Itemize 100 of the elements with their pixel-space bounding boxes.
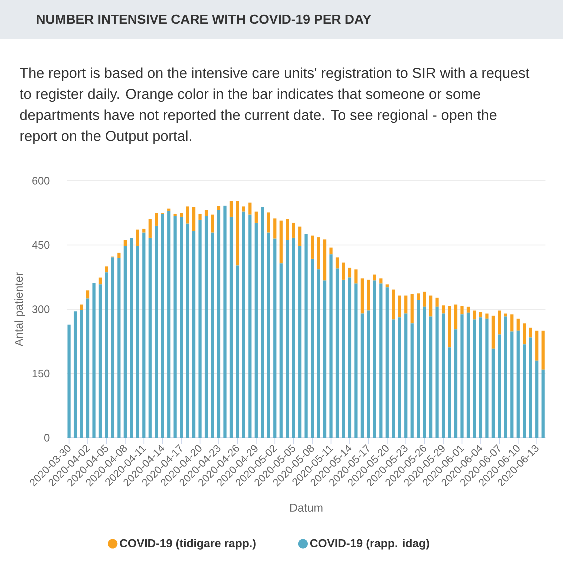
bar bbox=[86, 298, 90, 438]
bar bbox=[310, 258, 314, 438]
bar bbox=[348, 268, 352, 278]
bar bbox=[342, 280, 346, 438]
x-axis-title: Datum bbox=[290, 504, 323, 512]
bar bbox=[404, 314, 408, 438]
bar bbox=[492, 348, 495, 438]
bar bbox=[148, 219, 152, 238]
bar bbox=[386, 288, 389, 438]
bar bbox=[529, 328, 532, 338]
bar bbox=[466, 312, 470, 438]
bar bbox=[367, 280, 370, 311]
bar bbox=[442, 306, 446, 314]
bar bbox=[410, 324, 414, 438]
bar bbox=[98, 284, 102, 438]
y-tick-label: 150 bbox=[32, 370, 50, 378]
bar bbox=[242, 206, 246, 212]
bar bbox=[542, 330, 545, 370]
bar bbox=[498, 334, 502, 438]
bar bbox=[542, 370, 545, 438]
bar bbox=[454, 330, 458, 438]
bar bbox=[404, 296, 408, 314]
bar bbox=[423, 292, 426, 307]
bar bbox=[448, 348, 452, 438]
bar bbox=[274, 238, 277, 438]
bar bbox=[442, 314, 446, 438]
bar bbox=[68, 324, 71, 438]
bar bbox=[292, 238, 296, 438]
bar bbox=[336, 268, 340, 438]
bar bbox=[267, 212, 270, 233]
bar bbox=[536, 360, 539, 438]
bar bbox=[298, 226, 302, 247]
bar bbox=[380, 278, 383, 284]
bar bbox=[430, 296, 433, 317]
bar bbox=[280, 264, 283, 438]
bar bbox=[360, 278, 364, 314]
bar bbox=[336, 258, 340, 269]
bar bbox=[148, 238, 152, 438]
bar bbox=[460, 306, 464, 315]
bar bbox=[204, 216, 208, 438]
y-tick-label: 300 bbox=[32, 306, 50, 314]
bar bbox=[392, 290, 396, 320]
bar bbox=[430, 316, 433, 438]
bar bbox=[367, 310, 370, 438]
bar bbox=[111, 258, 115, 438]
bar bbox=[304, 234, 308, 438]
bar bbox=[174, 216, 177, 438]
bar bbox=[386, 284, 389, 288]
bar bbox=[236, 201, 240, 266]
bar bbox=[398, 296, 402, 318]
bar bbox=[267, 232, 270, 438]
bar bbox=[510, 332, 514, 438]
y-tick-label: 600 bbox=[32, 177, 50, 185]
chart-title: NUMBER INTENSIVE CARE WITH COVID-19 PER DAY bbox=[37, 14, 372, 24]
bar bbox=[410, 294, 414, 324]
bar bbox=[236, 266, 240, 438]
bar bbox=[380, 284, 383, 438]
bar bbox=[161, 214, 164, 438]
bar bbox=[460, 314, 464, 438]
bar bbox=[211, 232, 214, 438]
bar bbox=[454, 304, 458, 330]
bar bbox=[317, 238, 320, 270]
bar bbox=[498, 310, 502, 335]
bar bbox=[254, 212, 258, 223]
bar bbox=[448, 306, 452, 348]
bar bbox=[392, 320, 396, 438]
bar bbox=[479, 312, 483, 318]
bar bbox=[330, 254, 333, 438]
bar bbox=[254, 222, 258, 438]
bar bbox=[248, 202, 252, 215]
bar bbox=[504, 314, 508, 317]
bar bbox=[492, 316, 495, 349]
bar bbox=[136, 246, 140, 438]
bar bbox=[523, 344, 526, 438]
bar bbox=[105, 266, 108, 273]
bar bbox=[98, 278, 102, 285]
bar bbox=[192, 231, 196, 438]
bar bbox=[298, 246, 302, 438]
bar bbox=[242, 212, 246, 438]
bar bbox=[466, 306, 470, 313]
bar bbox=[142, 228, 146, 233]
bar bbox=[86, 290, 90, 299]
bar bbox=[510, 314, 514, 332]
bar bbox=[310, 236, 314, 259]
bar bbox=[479, 318, 483, 438]
bar bbox=[286, 240, 290, 438]
bar bbox=[155, 213, 158, 226]
bar bbox=[204, 210, 208, 216]
bar bbox=[230, 201, 234, 217]
bar bbox=[516, 318, 520, 331]
bar bbox=[360, 314, 364, 438]
bar bbox=[186, 224, 190, 438]
bar bbox=[417, 294, 420, 301]
bar bbox=[373, 280, 376, 438]
bar bbox=[198, 214, 202, 220]
bar bbox=[118, 258, 121, 438]
bar bbox=[142, 232, 146, 438]
bar bbox=[230, 216, 234, 438]
bar bbox=[217, 210, 221, 438]
bar bbox=[105, 272, 108, 438]
